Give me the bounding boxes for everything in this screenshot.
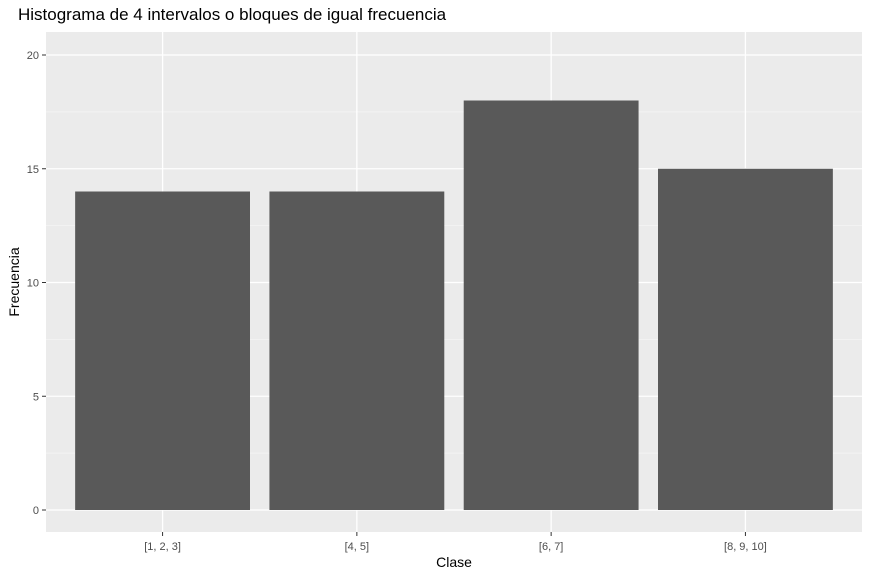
- y-tick-label: 0: [33, 505, 39, 517]
- bars-group: [75, 100, 833, 510]
- y-axis-title: Frecuencia: [6, 247, 22, 316]
- x-axis-title: Clase: [436, 554, 472, 570]
- x-axis-ticks: [1, 2, 3] [4, 5] [6, 7] [8, 9, 10]: [144, 532, 767, 553]
- x-tick-label: [8, 9, 10]: [724, 541, 767, 553]
- x-tick-label: [6, 7]: [539, 541, 563, 553]
- y-tick-label: 15: [27, 164, 39, 176]
- bar-1: [75, 191, 251, 510]
- x-tick-label: [1, 2, 3]: [144, 541, 181, 553]
- x-tick-label: [4, 5]: [345, 541, 369, 553]
- y-tick-label: 20: [27, 50, 39, 62]
- y-tick-label: 5: [33, 391, 39, 403]
- bar-2: [269, 191, 445, 510]
- bar-4: [658, 168, 833, 510]
- y-axis-ticks: 0 5 10 15 20: [27, 50, 46, 517]
- bar-3: [463, 100, 639, 510]
- y-tick-label: 10: [27, 278, 39, 290]
- chart-title: Histograma de 4 intervalos o bloques de …: [18, 5, 447, 24]
